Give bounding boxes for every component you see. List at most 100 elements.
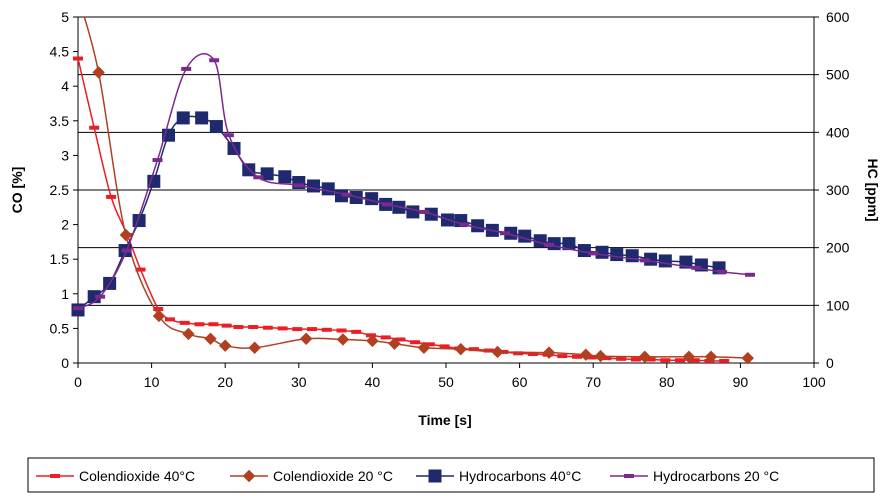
y-tick-label: 1.5: [50, 251, 70, 267]
data-point: [658, 254, 672, 268]
data-point: [499, 231, 510, 236]
y-tick-label: 2.5: [50, 182, 70, 198]
data-point: [639, 258, 650, 263]
data-point: [336, 328, 347, 333]
data-point: [616, 356, 627, 361]
x-tick-label: 60: [512, 374, 528, 390]
y-tick-label: 4: [61, 78, 69, 94]
data-point: [341, 192, 352, 197]
data-point: [365, 192, 379, 206]
data-point: [73, 56, 83, 61]
y-tick-label: 2: [61, 217, 69, 233]
data-point: [542, 346, 556, 359]
data-point: [182, 327, 195, 341]
data-point: [418, 209, 429, 214]
data-point: [95, 294, 106, 299]
data-point: [719, 358, 730, 363]
data-point: [380, 335, 391, 340]
legend-entry-1: Colendioxide 40°C: [36, 468, 195, 484]
data-point: [253, 175, 264, 180]
data-point: [248, 325, 259, 330]
legend: Colendioxide 40°C Colendioxide 20 °C Hydro…: [36, 468, 779, 484]
data-point: [209, 58, 220, 63]
data-point: [682, 350, 696, 363]
data-point: [89, 125, 100, 130]
x-tick-label: 90: [733, 374, 749, 390]
data-point: [395, 337, 406, 342]
data-point: [262, 325, 273, 330]
data-point: [135, 267, 146, 272]
legend-marker: [428, 469, 442, 483]
data-point: [588, 251, 599, 256]
y-tick-label: 0: [61, 355, 69, 371]
y-tick-label: 1: [61, 286, 69, 302]
legend-entry-4: Hydrocarbons 20 °C: [610, 468, 779, 484]
y2-tick-label: 200: [826, 240, 850, 256]
data-point: [208, 322, 219, 327]
legend-label: Hydrocarbons 20 °C: [653, 468, 779, 484]
series-2: [83, 17, 754, 365]
data-point: [579, 348, 593, 361]
y2-tick-label: 500: [826, 67, 850, 83]
data-point: [209, 120, 223, 134]
legend-marker: [50, 474, 60, 478]
data-point: [410, 340, 421, 345]
y2-tick-label: 400: [826, 124, 850, 140]
data-point: [321, 327, 332, 332]
data-point: [195, 111, 209, 125]
data-point: [307, 179, 321, 193]
legend-marker: [624, 474, 634, 478]
data-point: [233, 325, 244, 330]
data-point: [717, 269, 727, 274]
y2-tick-label: 100: [826, 297, 850, 313]
data-point: [106, 194, 117, 199]
data-point: [181, 66, 192, 71]
data-point: [572, 354, 583, 359]
data-point: [544, 242, 555, 247]
data-point: [292, 327, 303, 332]
data-point: [704, 350, 718, 363]
legend-entry-3: Hydrocarbons 40°C: [416, 468, 581, 484]
x-tick-label: 100: [802, 374, 826, 390]
data-point: [152, 158, 163, 163]
data-point: [119, 228, 133, 242]
data-point: [679, 255, 693, 269]
data-point: [179, 320, 190, 325]
data-point: [454, 342, 467, 356]
axes: [73, 16, 819, 368]
data-point: [153, 307, 164, 312]
data-point: [689, 358, 700, 363]
data-point: [557, 354, 568, 359]
x-axis-title: Time [s]: [418, 412, 471, 428]
data-point: [204, 332, 217, 345]
x-tick-label: 30: [291, 374, 307, 390]
data-point: [299, 332, 313, 345]
y2-tick-labels: 0 100 200 300 400 500 600: [826, 9, 850, 371]
x-tick-label: 0: [74, 374, 82, 390]
x-tick-labels: 0 10 20 30 40 50 60 70 80 90 100: [74, 374, 826, 390]
y2-tick-label: 300: [826, 182, 850, 198]
data-point: [248, 341, 261, 354]
data-point: [741, 351, 754, 365]
data-point: [638, 350, 651, 363]
data-point: [594, 349, 607, 363]
y2-tick-label: 0: [826, 355, 834, 371]
series-3: [71, 111, 726, 317]
y-tick-label: 4.5: [50, 44, 70, 60]
data-point: [491, 345, 504, 359]
y2-axis-title: HC [ppm]: [865, 159, 881, 222]
data-point: [260, 167, 274, 181]
data-point: [194, 322, 205, 327]
data-point: [471, 219, 485, 233]
data-point: [439, 344, 450, 349]
data-point: [417, 341, 431, 354]
data-point: [218, 339, 232, 352]
data-point: [527, 352, 538, 357]
data-point: [610, 248, 624, 262]
data-point: [382, 202, 393, 207]
y-tick-label: 3: [61, 147, 69, 163]
data-point: [513, 351, 524, 356]
legend-box: [27, 457, 875, 493]
legend-label: Hydrocarbons 40°C: [459, 468, 581, 484]
